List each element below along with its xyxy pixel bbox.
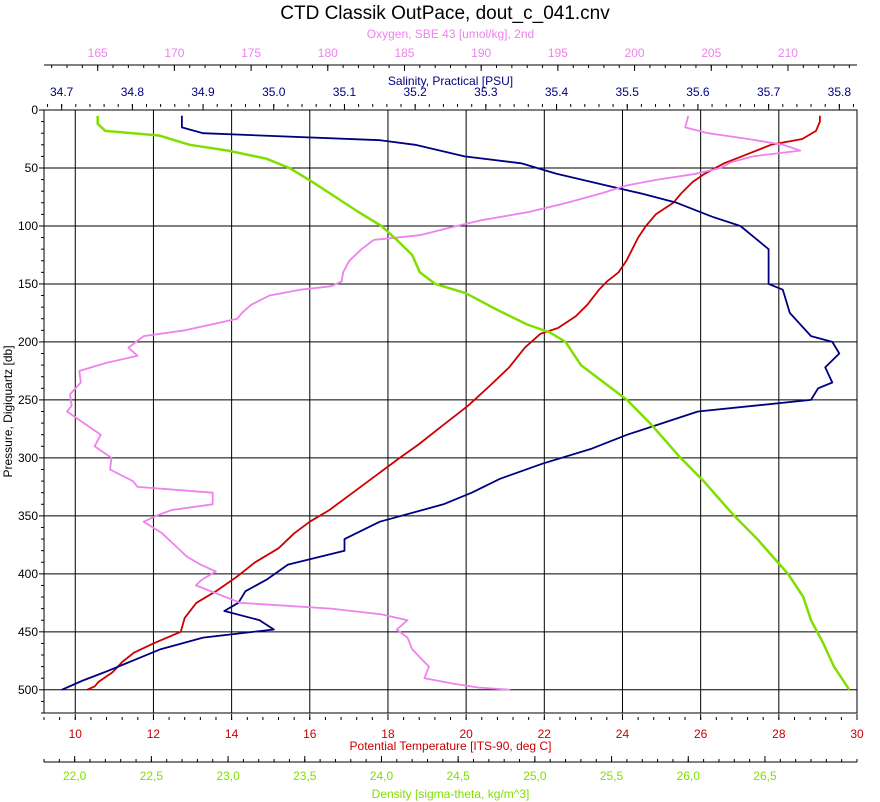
- x-tick-label: 20: [459, 727, 473, 741]
- y-tick-label: 250: [18, 393, 38, 407]
- x-axis-title-density: Density [sigma-theta, kg/m^3]: [372, 787, 530, 801]
- x-tick-label: 25,5: [600, 769, 624, 783]
- x-tick-label: 195: [548, 46, 568, 60]
- x-tick-label: 175: [241, 46, 261, 60]
- x-tick-label: 35.2: [403, 85, 427, 99]
- x-tick-label: 26,5: [753, 769, 777, 783]
- x-tick-label: 34.9: [191, 85, 215, 99]
- x-tick-label: 210: [778, 46, 798, 60]
- x-tick-label: 23,5: [293, 769, 317, 783]
- x-tick-label: 35.1: [333, 85, 357, 99]
- x-tick-label: 12: [147, 727, 161, 741]
- x-tick-label: 26,0: [677, 769, 701, 783]
- axes: 0 50 100 150 200 250 300 350 400 450 500 Pressure, …: [1, 27, 864, 801]
- x-axis-salinity: 34.7 34.8 34.9 35.0 35.1 35.2 35.3 35.4 35.5 35.6…: [47, 74, 854, 110]
- y-tick-label: 200: [18, 335, 38, 349]
- series-line-temperature: [86, 115, 821, 691]
- x-tick-label: 23,0: [216, 769, 240, 783]
- y-tick-label: 50: [25, 161, 39, 175]
- x-tick-label: 35.6: [686, 85, 710, 99]
- y-tick-label: 300: [18, 451, 38, 465]
- x-tick-label: 25,0: [523, 769, 547, 783]
- x-tick-label: 24: [616, 727, 630, 741]
- x-axis-density: 22,0 22,5 23,0 23,5 24,0 24,5 25,0 25,5 26,0 26,5…: [43, 756, 858, 801]
- x-tick-label: 205: [701, 46, 721, 60]
- x-tick-label: 26: [694, 727, 708, 741]
- series-line-density: [96, 115, 851, 691]
- x-tick-label: 22,0: [63, 769, 87, 783]
- x-tick-label: 22: [538, 727, 552, 741]
- x-tick-label: 24,0: [370, 769, 394, 783]
- series-line-salinity: [61, 115, 841, 691]
- x-tick-label: 14: [225, 727, 239, 741]
- x-tick-label: 28: [772, 727, 786, 741]
- y-tick-label: 150: [18, 277, 38, 291]
- x-tick-label: 35.8: [828, 85, 852, 99]
- x-tick-label: 35.3: [474, 85, 498, 99]
- data-series: [61, 115, 851, 691]
- x-tick-label: 185: [394, 46, 414, 60]
- x-axis-title-salinity: Salinity, Practical [PSU]: [388, 74, 513, 88]
- x-tick-label: 24,5: [446, 769, 470, 783]
- x-tick-label: 170: [164, 46, 184, 60]
- x-tick-label: 34.8: [121, 85, 145, 99]
- x-tick-label: 165: [88, 46, 108, 60]
- x-tick-label: 35.7: [757, 85, 781, 99]
- x-tick-label: 35.0: [262, 85, 286, 99]
- y-axis-title: Pressure, Digiquartz [db]: [1, 345, 15, 477]
- x-tick-label: 180: [318, 46, 338, 60]
- y-tick-label: 500: [18, 683, 38, 697]
- x-tick-label: 34.7: [50, 85, 74, 99]
- x-tick-label: 190: [471, 46, 491, 60]
- x-axis-title-oxygen: Oxygen, SBE 43 [umol/kg], 2nd: [367, 27, 534, 41]
- y-tick-label: 350: [18, 509, 38, 523]
- x-tick-label: 35.4: [545, 85, 569, 99]
- y-tick-label: 450: [18, 625, 38, 639]
- x-axis-oxygen: 165 170 175 180 185 190 195 200 205 210 Oxygen, SB…: [44, 27, 857, 71]
- chart-title: CTD Classik OutPace, dout_c_041.cnv: [280, 3, 610, 24]
- y-tick-label: 400: [18, 567, 38, 581]
- plot-frame: [43, 109, 858, 714]
- x-tick-label: 16: [303, 727, 317, 741]
- series-line-oxygen: [66, 115, 802, 691]
- x-axis-temperature: 10 12 14 16 18 20 22 24 26 28 30 Potential Temperat…: [43, 714, 864, 753]
- x-tick-label: 30: [850, 727, 864, 741]
- grid-lines: [44, 109, 857, 713]
- x-tick-label: 18: [381, 727, 395, 741]
- x-tick-label: 35.5: [616, 85, 640, 99]
- y-tick-label: 0: [31, 103, 38, 117]
- x-tick-label: 22,5: [140, 769, 164, 783]
- x-tick-label: 10: [69, 727, 83, 741]
- y-tick-label: 100: [18, 219, 38, 233]
- x-tick-label: 200: [625, 46, 645, 60]
- x-axis-title-temperature: Potential Temperature [ITS-90, deg C]: [350, 739, 552, 753]
